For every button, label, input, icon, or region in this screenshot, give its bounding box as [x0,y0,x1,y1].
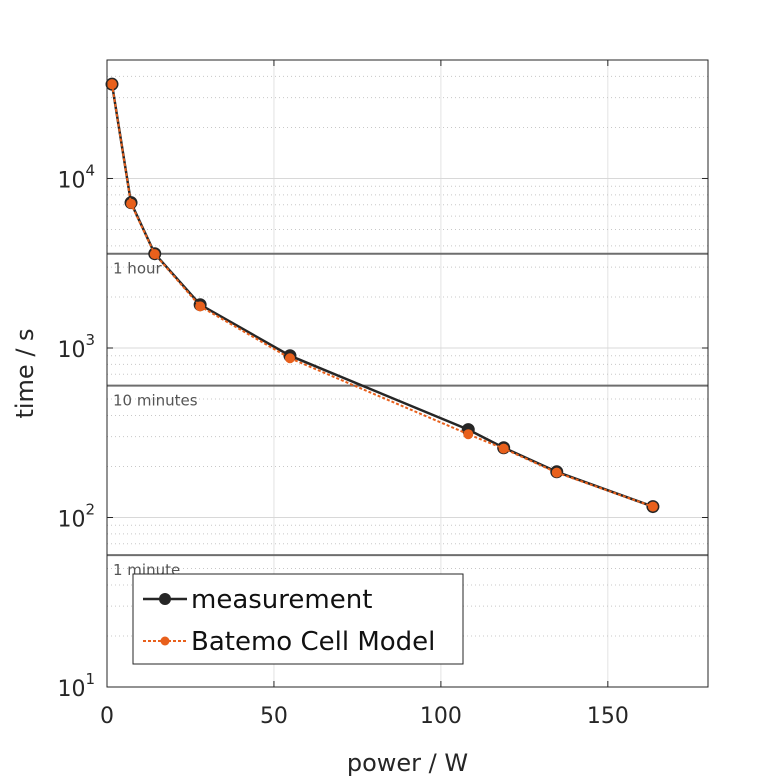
legend-swatch-marker [160,636,170,646]
legend-swatch-marker [159,593,171,605]
plot-frame [106,59,709,688]
legend-label: measurement [191,585,372,615]
data-point [107,79,118,90]
x-tick-label: 0 [100,704,114,729]
series-line [110,84,654,508]
axis-ticks [106,60,708,688]
x-tick-label: 100 [420,704,462,729]
series-line [111,84,654,508]
legend-label: Batemo Cell Model [191,627,435,657]
y-axis-label: time / s [11,328,39,418]
legend-box [132,573,464,665]
reference-line-label: 10 minutes [113,392,198,410]
data-point [463,429,474,440]
x-axis-label: power / W [347,749,468,777]
y-tick-label: 101 [57,670,95,702]
series-layer [105,77,660,514]
data-point [284,353,295,364]
data-point [647,501,658,512]
data-point [195,301,206,312]
data-point [126,198,137,209]
data-point [551,467,562,478]
tick-labels: 0 50 100 150 101 102 103 104 [57,161,628,729]
data-point [498,443,509,454]
x-tick-label: 150 [587,704,629,729]
y-tick-label: 103 [57,331,95,363]
y-tick-label: 102 [57,500,95,532]
data-point [149,249,160,260]
reference-line-label: 1 hour [113,260,163,278]
x-tick-label: 50 [260,704,288,729]
y-tick-label: 104 [57,161,95,193]
legend: measurement Batemo Cell Model [132,573,464,665]
